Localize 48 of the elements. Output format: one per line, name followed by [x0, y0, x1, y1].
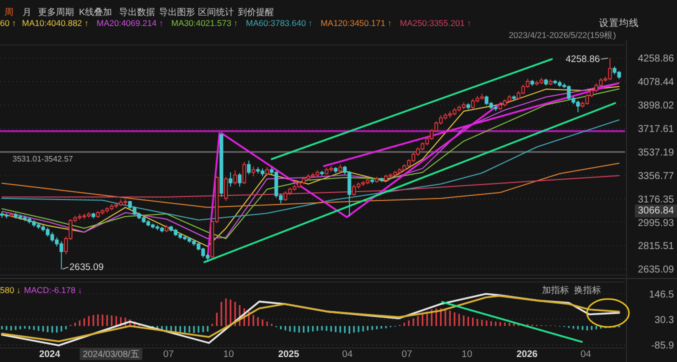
x-tick-label: 2025	[278, 349, 300, 360]
band-label: 3531.01-3542.57	[12, 154, 74, 164]
y-tick-label: 2635.09	[638, 264, 674, 276]
x-tick-label: 04	[342, 349, 353, 360]
text: 2024/03/08/五	[82, 349, 140, 359]
text: 导出图形	[159, 7, 195, 17]
x-tick-label: 07	[163, 349, 174, 360]
y-tick-label: 3356.77	[638, 170, 674, 182]
y-tick-label: 2815.51	[638, 241, 674, 252]
text: 导出数据	[119, 7, 155, 17]
annotation: 2635.09	[69, 262, 104, 274]
x-tick-label: 04	[580, 349, 592, 360]
y-tick-label: 4258.86	[638, 54, 674, 65]
y-tick-label: 3898.02	[638, 100, 674, 112]
text: 区间统计	[198, 7, 234, 17]
text: MA20:4069.214 ↑	[96, 18, 164, 28]
x-tick-label: 07	[402, 349, 412, 360]
text: 到价提醒	[238, 7, 274, 17]
annotation: MACD:-6.178 ↓	[24, 285, 82, 295]
text: MA60:3783.640 ↑	[246, 18, 313, 28]
text: 3066.84	[638, 206, 674, 216]
y-tick-label: 3176.35	[638, 194, 674, 206]
text: 2023/4/21-2026/5/22(159根)	[508, 30, 616, 40]
y-tick-label: 2995.93	[638, 218, 674, 229]
x-tick-label: 2026	[516, 349, 538, 360]
annotation: 加指标	[542, 285, 569, 295]
text: 更多周期	[38, 7, 74, 17]
annotation: 4258.86	[566, 54, 600, 66]
y-tick-label: 3537.19	[638, 147, 674, 158]
y-tick-label: 3717.61	[638, 124, 674, 135]
x-tick-label: 2024	[39, 349, 61, 360]
x-tick-label: 10	[223, 349, 234, 360]
y-tick-label: 4078.44	[638, 77, 674, 88]
y-tick-label: 30.3	[654, 314, 674, 326]
annotation: 580 ↓	[0, 285, 21, 295]
text: MA250:3355.201 ↑	[400, 18, 472, 28]
y-tick-label: 146.5	[648, 289, 674, 300]
text: K线叠加	[79, 7, 112, 17]
x-tick-label: 10	[462, 349, 472, 360]
text: MA10:4040.882 ↑	[22, 18, 89, 28]
text: MA30:4021.573 ↑	[171, 18, 238, 28]
text: MA120:3450.171 ↑	[320, 18, 392, 28]
text: 设置均线	[599, 17, 639, 29]
text: 月	[22, 7, 32, 17]
annotation: 换指标	[574, 285, 601, 295]
y-tick-label: -85.9	[651, 340, 674, 352]
text: 周	[4, 7, 14, 17]
text: 60 ↑	[0, 18, 16, 28]
